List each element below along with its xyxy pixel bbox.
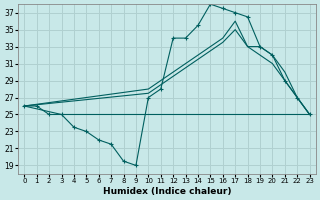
X-axis label: Humidex (Indice chaleur): Humidex (Indice chaleur) <box>103 187 231 196</box>
